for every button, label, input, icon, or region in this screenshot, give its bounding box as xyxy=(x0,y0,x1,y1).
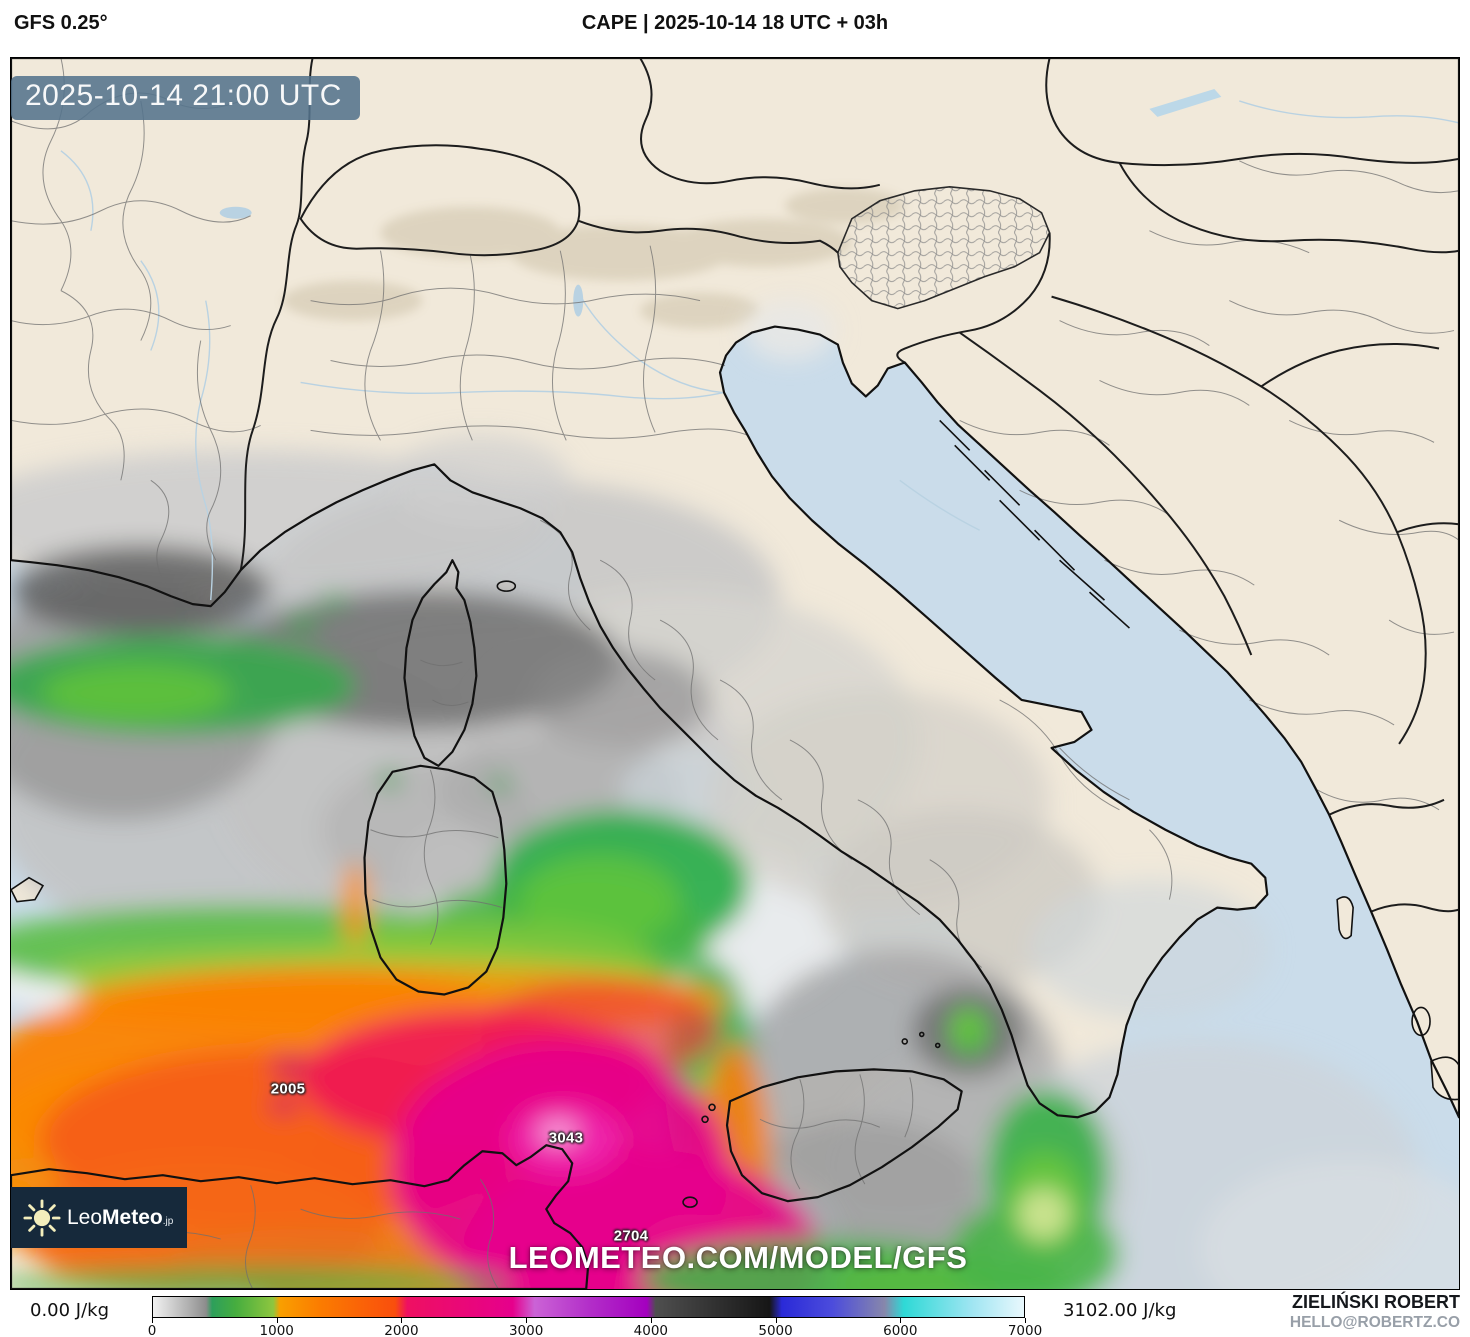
header: GFS 0.25° CAPE | 2025-10-14 18 UTC + 03h xyxy=(0,0,1470,57)
tick-label: 5000 xyxy=(758,1323,793,1337)
cape-value-label: 2005 xyxy=(270,1080,306,1098)
small-islands xyxy=(11,419,1459,1208)
legend-max-value: 3102.00 J/kg xyxy=(1063,1300,1177,1321)
legend-min-value: 0.00 J/kg xyxy=(30,1300,110,1321)
credits: ZIELIŃSKI ROBERT HELLO@ROBERTZ.CO xyxy=(1290,1292,1460,1332)
national-borders xyxy=(239,58,1459,913)
slovenia-mesh xyxy=(837,185,1051,310)
author-name: ZIELIŃSKI ROBERT xyxy=(1291,1292,1460,1312)
tick-label: 3000 xyxy=(508,1323,544,1337)
tick-label: 4000 xyxy=(633,1323,669,1337)
rivers xyxy=(60,100,1459,601)
timestamp-overlay: 2025-10-14 21:00 UTC xyxy=(11,76,360,120)
logo-text-meteo: Meteo xyxy=(102,1205,163,1229)
cape-colorbar xyxy=(152,1296,1025,1318)
tick-label: 0 xyxy=(147,1323,157,1337)
logo-text-leo: Leo xyxy=(67,1205,103,1229)
map-image xyxy=(11,58,1459,1289)
page-title: CAPE | 2025-10-14 18 UTC + 03h xyxy=(581,12,889,34)
cape-value-label: 2704 xyxy=(613,1227,649,1245)
site-watermark: LEOMETEO.COM/MODEL/GFS xyxy=(508,1240,968,1275)
tick-label: 2000 xyxy=(384,1323,419,1337)
sun-icon xyxy=(23,1198,61,1237)
lakes xyxy=(219,88,1222,317)
legend-bar: 0.00 J/kg 0 1000 2000 3000 4000 5000 600… xyxy=(0,1290,1470,1337)
logo-text-tld: .jp xyxy=(162,1215,174,1227)
leometeo-logo: LeoMeteo.jp xyxy=(11,1187,187,1248)
author-contact: HELLO@ROBERTZ.CO xyxy=(1289,1313,1460,1331)
tick-label: 6000 xyxy=(883,1323,918,1337)
colorbar-ticks: 0 1000 2000 3000 4000 5000 6000 7000 xyxy=(148,1318,1042,1337)
tick-label: 7000 xyxy=(1007,1323,1043,1337)
model-label: GFS 0.25° xyxy=(14,12,108,34)
cape-value-label: 3043 xyxy=(548,1129,584,1147)
cape-overlay xyxy=(11,300,1459,1289)
map-canvas: 2025-10-14 21:00 UTC 2005 3043 2704 LEOM… xyxy=(10,57,1460,1290)
tick-label: 1000 xyxy=(259,1323,294,1337)
logo-wordmark: LeoMeteo.jp xyxy=(67,1206,173,1230)
